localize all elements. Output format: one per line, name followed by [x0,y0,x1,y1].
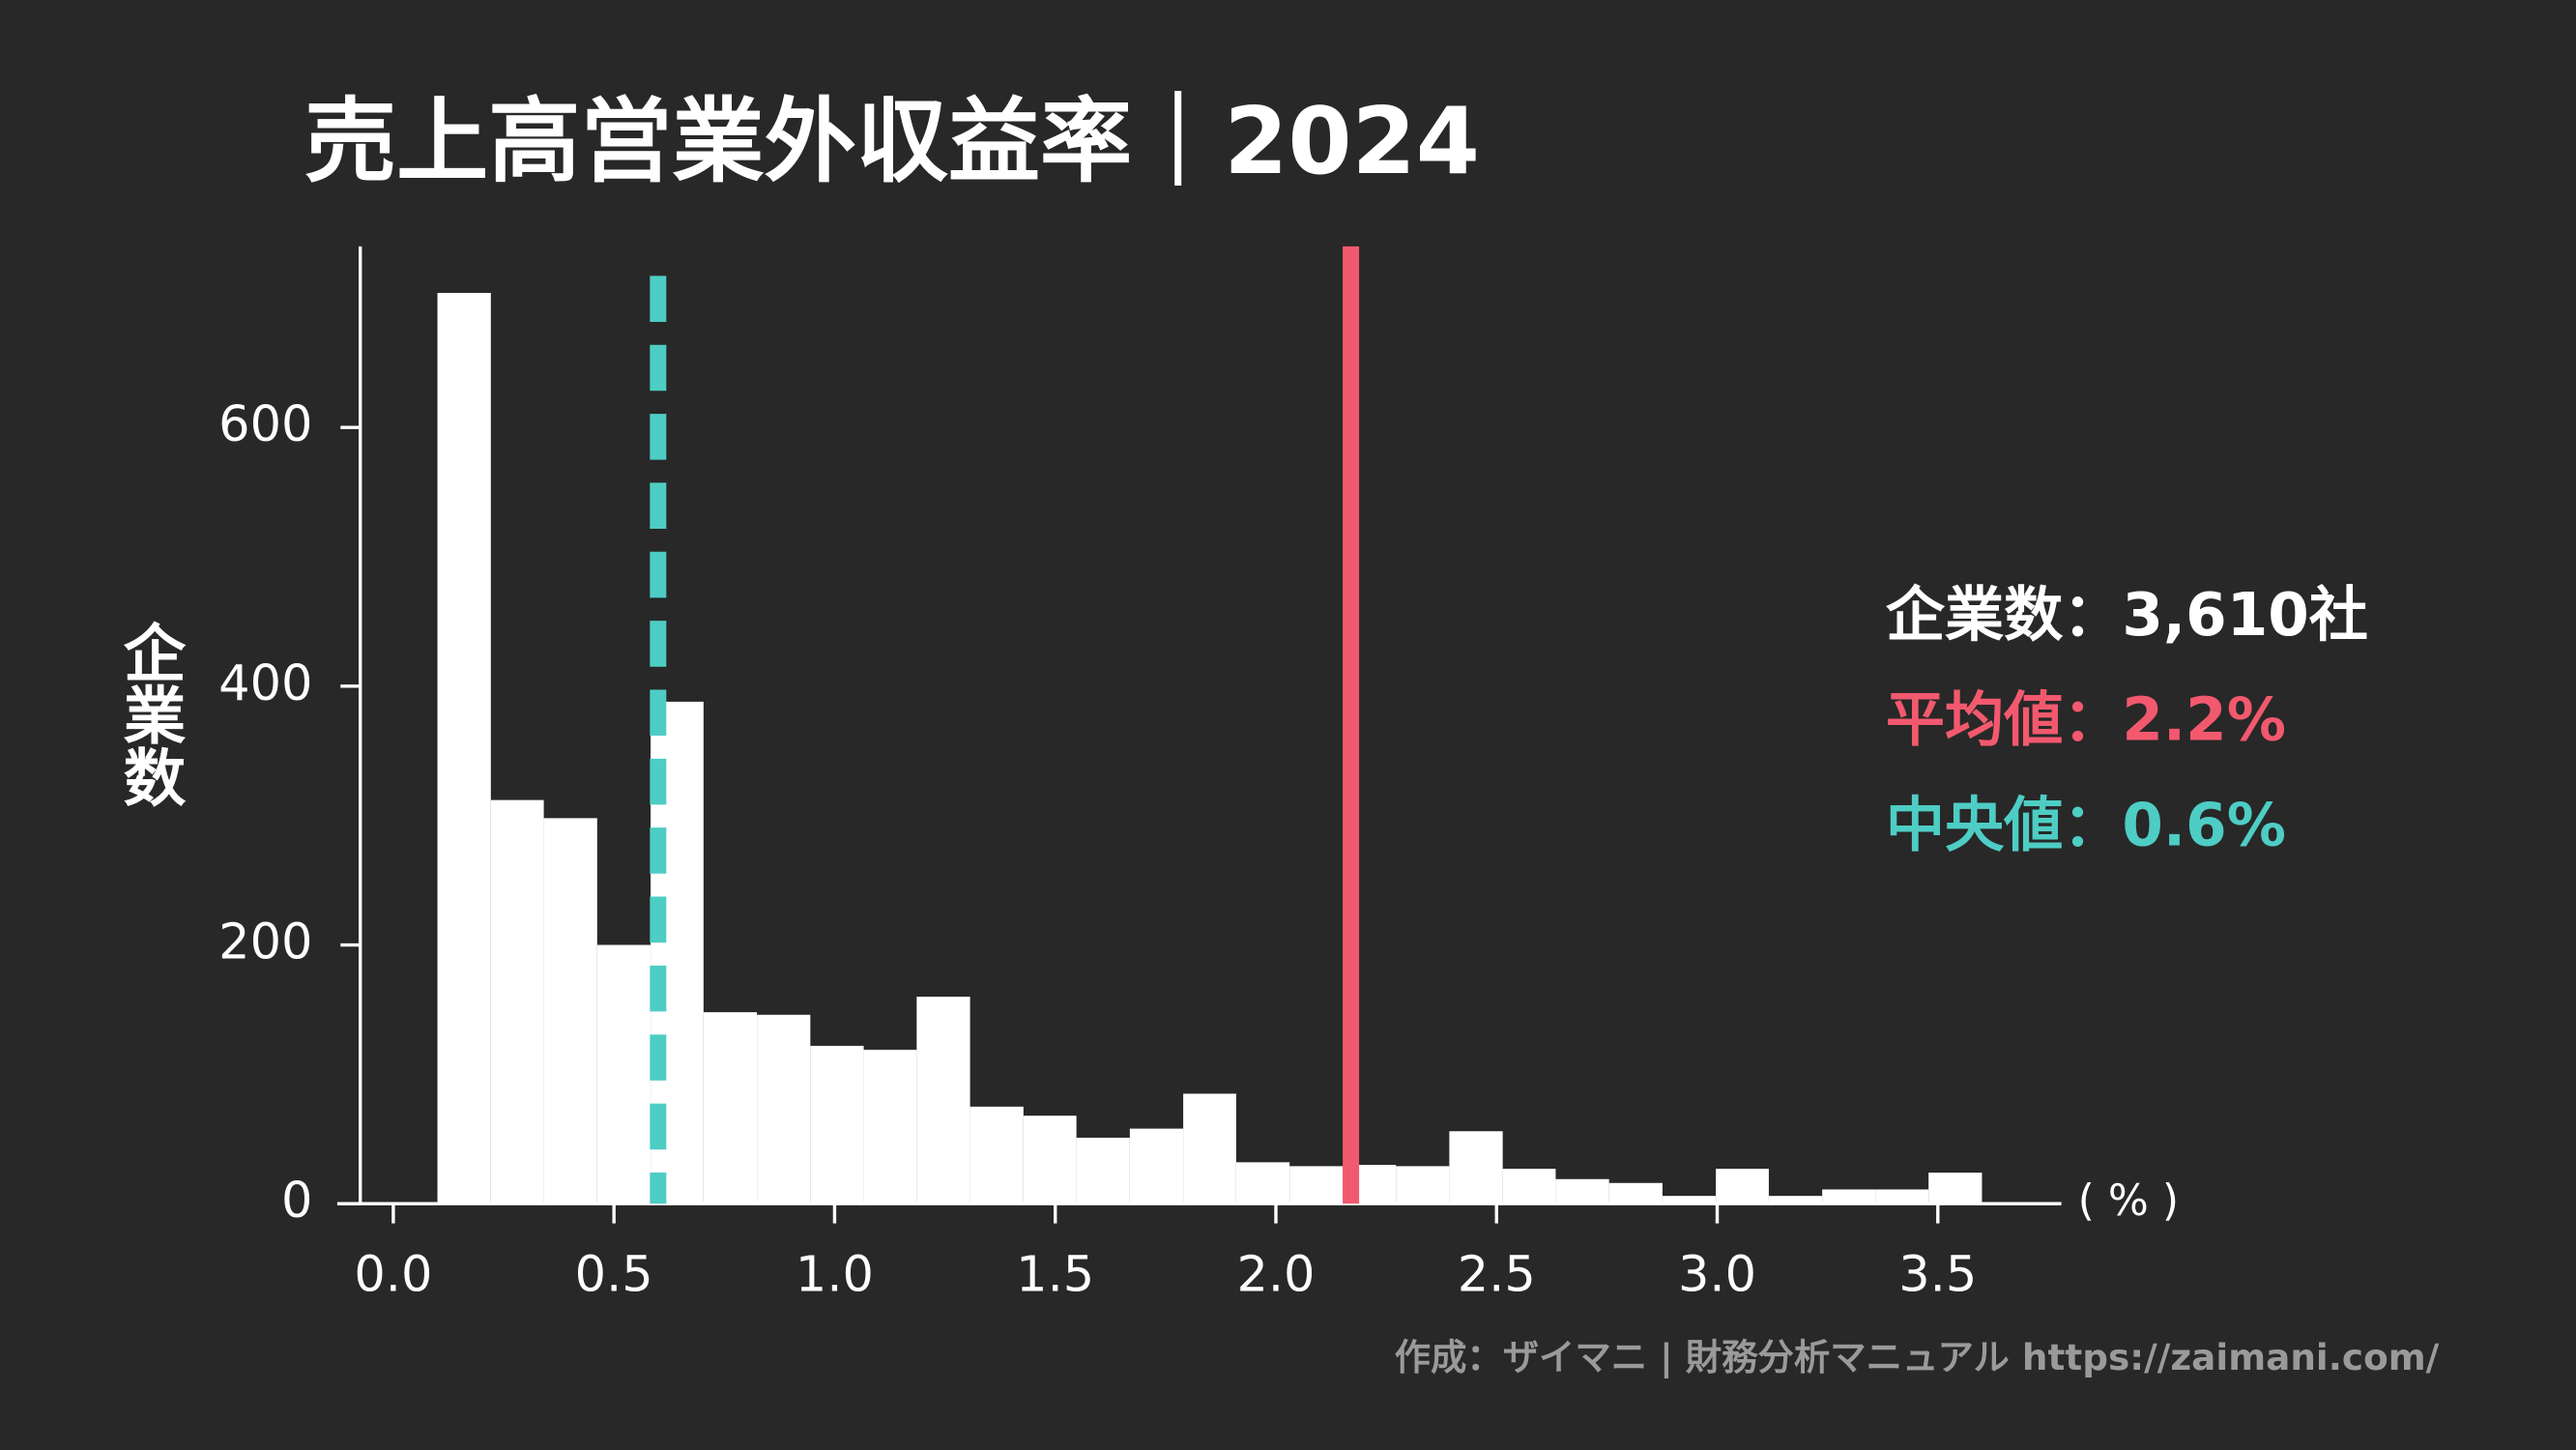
bar [916,997,970,1204]
bar [863,1049,917,1204]
x-tick-label: 3.5 [1898,1247,1977,1304]
x-tick-label: 0.5 [575,1247,653,1304]
y-tick-label: 600 [218,396,312,453]
bar [1875,1189,1929,1204]
x-tick-label: 1.0 [796,1247,874,1304]
stat-label: 企業数：3,610社 [1886,581,2368,650]
bar [1023,1116,1077,1204]
x-tick-label: 2.5 [1458,1247,1536,1304]
bar [490,799,544,1204]
bar [810,1045,864,1204]
x-tick-label: 3.0 [1678,1247,1756,1304]
bar [1555,1178,1609,1204]
x-tick-label: 1.5 [1016,1247,1094,1304]
bar [1716,1169,1769,1204]
x-tick-label: 0.0 [354,1247,432,1304]
bar [757,1014,811,1204]
x-tick-label: 2.0 [1236,1247,1315,1304]
y-tick-label: 200 [218,914,312,972]
y-tick-label: 400 [218,655,312,712]
bar [1396,1166,1450,1204]
bar [1129,1128,1184,1204]
bar [1822,1189,1876,1204]
stat-label: 中央値：0.6% [1886,791,2286,859]
bar [1235,1162,1290,1204]
bar [1183,1093,1236,1204]
bar [1768,1196,1823,1204]
bar [703,1012,758,1204]
bar [970,1106,1024,1204]
bar [1502,1169,1556,1204]
bar [1076,1137,1130,1204]
y-tick-label: 0 [281,1173,312,1230]
chart-title: 売上高営業外収益率｜2024 [304,89,1480,195]
bar [1289,1166,1344,1204]
bar [596,944,651,1204]
bar [437,292,491,1204]
y-axis-label: 企業数 [112,621,186,808]
bar [1928,1173,1983,1204]
bar [1662,1196,1717,1204]
x-axis-label: ( % ) [2078,1176,2179,1226]
bar [1608,1182,1663,1204]
bar [543,818,597,1204]
credit: 作成：ザイマニ | 財務分析マニュアル https://zaimani.com/ [1395,1336,2440,1379]
bar [1449,1131,1503,1204]
stat-label: 平均値：2.2% [1886,686,2286,755]
